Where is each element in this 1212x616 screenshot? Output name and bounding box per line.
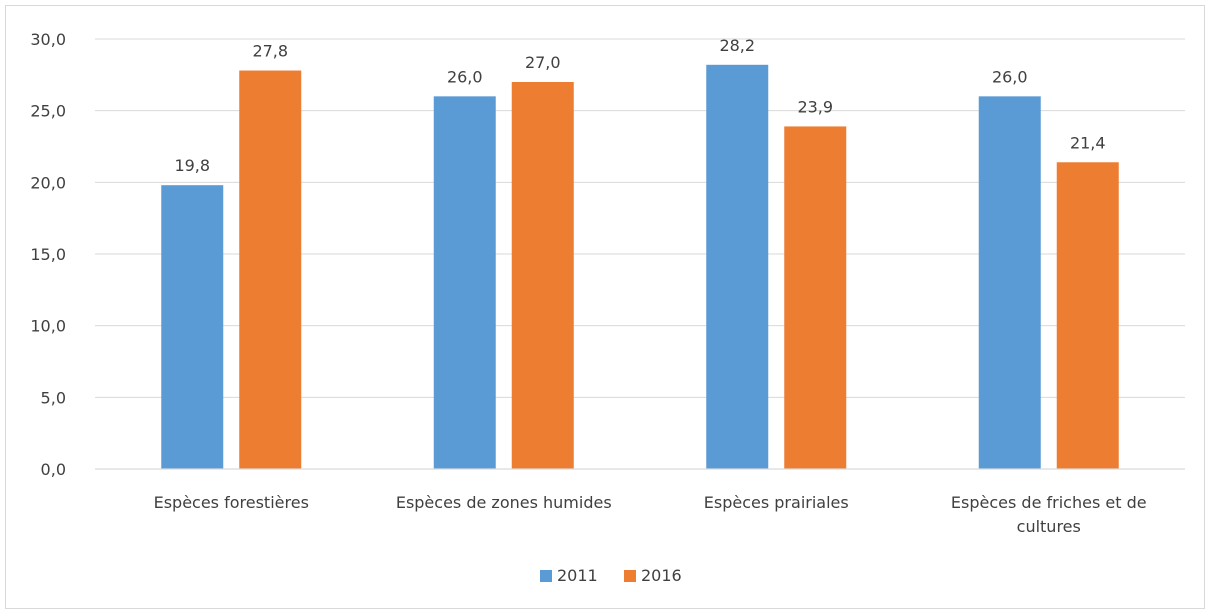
y-tick-label: 10,0 [30,317,66,336]
y-tick-label: 25,0 [30,102,66,121]
bar-2016 [784,126,847,469]
bar-2016 [1056,162,1119,469]
bar-2011 [433,96,496,469]
y-tick-label: 30,0 [30,30,66,49]
legend-label: 2016 [641,566,682,585]
x-category-label: Espèces prairiales [704,493,849,512]
bar-2011 [161,185,224,469]
x-category-label: Espèces de zones humides [396,493,612,512]
x-category-label: cultures [1017,517,1081,536]
legend-swatch-2011 [540,570,552,582]
y-tick-label: 15,0 [30,245,66,264]
legend-label: 2011 [557,566,598,585]
data-label: 27,0 [525,53,561,72]
bar-2016 [239,70,302,470]
y-tick-label: 0,0 [41,460,66,479]
bar-2016 [511,82,574,469]
data-label: 19,8 [174,156,210,175]
data-label: 27,8 [252,42,288,61]
legend-swatch-2016 [624,570,636,582]
bar-2011 [978,96,1041,469]
y-tick-label: 20,0 [30,173,66,192]
x-category-label: Espèces de friches et de [951,493,1147,512]
y-tick-label: 5,0 [41,388,66,407]
data-label: 23,9 [797,97,833,116]
bar-2011 [706,64,769,470]
x-category-label: Espèces forestières [154,493,309,512]
data-label: 28,2 [719,36,755,55]
data-label: 21,4 [1070,133,1106,152]
data-label: 26,0 [447,67,483,86]
data-label: 26,0 [992,67,1028,86]
